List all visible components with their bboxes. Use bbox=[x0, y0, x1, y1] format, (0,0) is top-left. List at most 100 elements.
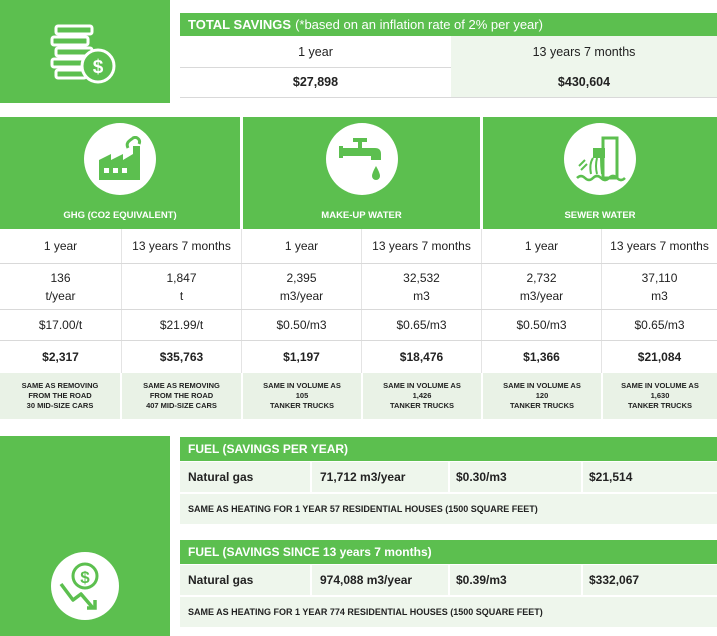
divider bbox=[0, 263, 717, 264]
ghg-rate-1yr: $17.00/t bbox=[38, 318, 83, 332]
note-line: TANKER TRUCKS bbox=[269, 400, 335, 410]
svg-text:$: $ bbox=[80, 568, 90, 587]
divider bbox=[601, 229, 602, 373]
ghg-quantity-1yr: 136 t/year bbox=[0, 264, 121, 309]
makeup-water-quantity-value-1yr: 2,395 bbox=[286, 270, 317, 285]
divider bbox=[581, 462, 583, 492]
svg-text:$: $ bbox=[93, 57, 104, 78]
fuel-per-year-row: Natural gas 71,712 m3/year $0.30/m3 $21,… bbox=[180, 462, 717, 492]
ghg-quantity-value-1yr: 136 bbox=[50, 270, 71, 285]
ghg-savings-13yr: $35,763 bbox=[159, 350, 204, 364]
ghg-savings-1yr: $2,317 bbox=[42, 350, 79, 364]
divider bbox=[361, 229, 362, 373]
makeup-water-savings-1yr: $1,197 bbox=[283, 350, 320, 364]
fuel-since-note: SAME AS HEATING FOR 1 YEAR 774 RESIDENTI… bbox=[180, 597, 717, 627]
ghg-quantity-value-13yr: 1,847 bbox=[166, 270, 197, 285]
sewer-water-quantity-value-1yr: 2,732 bbox=[526, 270, 557, 285]
makeup-water-icon-panel bbox=[243, 117, 480, 201]
ghg-quantity-unit-13yr: t bbox=[179, 288, 184, 303]
note-line: SAME AS REMOVING bbox=[21, 381, 99, 391]
divider bbox=[180, 67, 451, 68]
sewer-water-quantity-value-13yr: 37,110 bbox=[641, 270, 678, 285]
total-savings-value-1yr: $27,898 bbox=[292, 75, 339, 89]
fuel-since-row: Natural gas 974,088 m3/year $0.39/m3 $33… bbox=[180, 565, 717, 595]
fuel-per-year-rate: $0.30/m3 bbox=[456, 470, 507, 484]
faucet-drop-icon bbox=[338, 138, 381, 180]
coin-stack-dollar-icon: $ bbox=[50, 24, 116, 83]
divider bbox=[448, 462, 450, 492]
sewer-water-quantity-unit-1yr: m3/year bbox=[519, 288, 564, 303]
sewer-water-quantity-13yr: 37,110 m3 bbox=[602, 264, 717, 309]
divider bbox=[481, 229, 482, 373]
factory-icon bbox=[99, 136, 141, 180]
note-line: 105 bbox=[295, 391, 309, 401]
sewer-water-header-1yr: 1 year bbox=[524, 239, 559, 253]
note-line: 30 MID-SIZE CARS bbox=[26, 400, 94, 410]
note-line: SAME IN VOLUME AS bbox=[503, 381, 581, 391]
fuel-since-savings: $332,067 bbox=[589, 573, 640, 587]
ghg-icon-circle bbox=[84, 123, 156, 195]
makeup-water-quantity-unit-1yr: m3/year bbox=[279, 288, 324, 303]
fuel-since-rate: $0.39/m3 bbox=[456, 573, 507, 587]
divider bbox=[180, 97, 717, 98]
note-line: TANKER TRUCKS bbox=[509, 400, 575, 410]
makeup-water-note-1yr: SAME IN VOLUME AS 105 TANKER TRUCKS bbox=[243, 373, 361, 419]
ghg-header-1yr: 1 year bbox=[43, 239, 78, 253]
makeup-water-header-1yr: 1 year bbox=[284, 239, 319, 253]
fuel-since-quantity: 974,088 m3/year bbox=[320, 573, 413, 587]
sewer-water-savings-1yr: $1,366 bbox=[523, 350, 560, 364]
makeup-water-quantity-1yr: 2,395 m3/year bbox=[242, 264, 361, 309]
note-line: TANKER TRUCKS bbox=[627, 400, 693, 410]
sewer-water-icon-circle bbox=[564, 123, 636, 195]
total-savings-header-13yr: 13 years 7 months bbox=[451, 36, 717, 67]
divider bbox=[121, 229, 122, 373]
ghg-label: GHG (CO2 EQUIVALENT) bbox=[0, 201, 240, 229]
makeup-water-note-13yr: SAME IN VOLUME AS 1,426 TANKER TRUCKS bbox=[363, 373, 481, 419]
divider bbox=[310, 462, 312, 492]
divider bbox=[241, 229, 242, 373]
note-line: 120 bbox=[535, 391, 549, 401]
makeup-water-quantity-value-13yr: 32,532 bbox=[403, 270, 440, 285]
fuel-since-type: Natural gas bbox=[188, 573, 254, 587]
dollar-decline-icon: $ bbox=[51, 552, 119, 620]
divider bbox=[0, 309, 717, 310]
total-savings-icon-panel: $ bbox=[0, 0, 170, 103]
makeup-water-quantity-unit-13yr: m3 bbox=[413, 288, 430, 303]
makeup-water-quantity-13yr: 32,532 m3 bbox=[362, 264, 481, 309]
total-savings-value-13yr: $430,604 bbox=[451, 67, 717, 97]
note-line: TANKER TRUCKS bbox=[389, 400, 455, 410]
fuel-per-year-quantity: 71,712 m3/year bbox=[320, 470, 406, 484]
sewer-water-quantity-1yr: 2,732 m3/year bbox=[482, 264, 601, 309]
note-line: SAME AS REMOVING bbox=[143, 381, 220, 391]
note-line: FROM THE ROAD bbox=[28, 391, 92, 401]
fuel-per-year-title: FUEL (SAVINGS PER YEAR) bbox=[180, 437, 717, 461]
total-savings-title-bold: TOTAL SAVINGS bbox=[188, 17, 292, 32]
fuel-per-year-type: Natural gas bbox=[188, 470, 254, 484]
divider bbox=[448, 565, 450, 595]
note-line: SAME IN VOLUME AS bbox=[383, 381, 461, 391]
ghg-rate-13yr: $21.99/t bbox=[159, 318, 204, 332]
note-line: SAME IN VOLUME AS bbox=[263, 381, 341, 391]
total-savings-title: TOTAL SAVINGS (*based on an inflation ra… bbox=[180, 13, 717, 36]
sewer-water-note-13yr: SAME IN VOLUME AS 1,630 TANKER TRUCKS bbox=[603, 373, 717, 419]
makeup-water-icon-circle bbox=[325, 123, 398, 195]
note-line: 1,630 bbox=[650, 391, 670, 401]
fuel-per-year-savings: $21,514 bbox=[589, 470, 633, 484]
note-line: 1,426 bbox=[412, 391, 432, 401]
note-line: SAME IN VOLUME AS bbox=[621, 381, 699, 391]
fuel-since-title: FUEL (SAVINGS SINCE 13 years 7 months) bbox=[180, 540, 717, 564]
fuel-per-year-note: SAME AS HEATING FOR 1 YEAR 57 RESIDENTIA… bbox=[180, 494, 717, 524]
ghg-note-1yr: SAME AS REMOVING FROM THE ROAD 30 MID-SI… bbox=[0, 373, 120, 419]
note-line: FROM THE ROAD bbox=[149, 391, 214, 401]
sewer-water-label: SEWER WATER bbox=[483, 201, 717, 229]
total-savings-header-1yr: 1 year bbox=[298, 44, 333, 59]
makeup-water-rate-1yr: $0.50/m3 bbox=[276, 318, 327, 332]
sewer-water-rate-1yr: $0.50/m3 bbox=[516, 318, 567, 332]
divider bbox=[310, 565, 312, 595]
sewer-water-header-13yr: 13 years 7 months bbox=[610, 239, 709, 253]
sewer-water-icon-panel bbox=[483, 117, 717, 201]
sewer-water-note-1yr: SAME IN VOLUME AS 120 TANKER TRUCKS bbox=[483, 373, 601, 419]
divider bbox=[0, 340, 717, 341]
ghg-note-13yr: SAME AS REMOVING FROM THE ROAD 407 MID-S… bbox=[122, 373, 241, 419]
makeup-water-header-13yr: 13 years 7 months bbox=[372, 239, 471, 253]
